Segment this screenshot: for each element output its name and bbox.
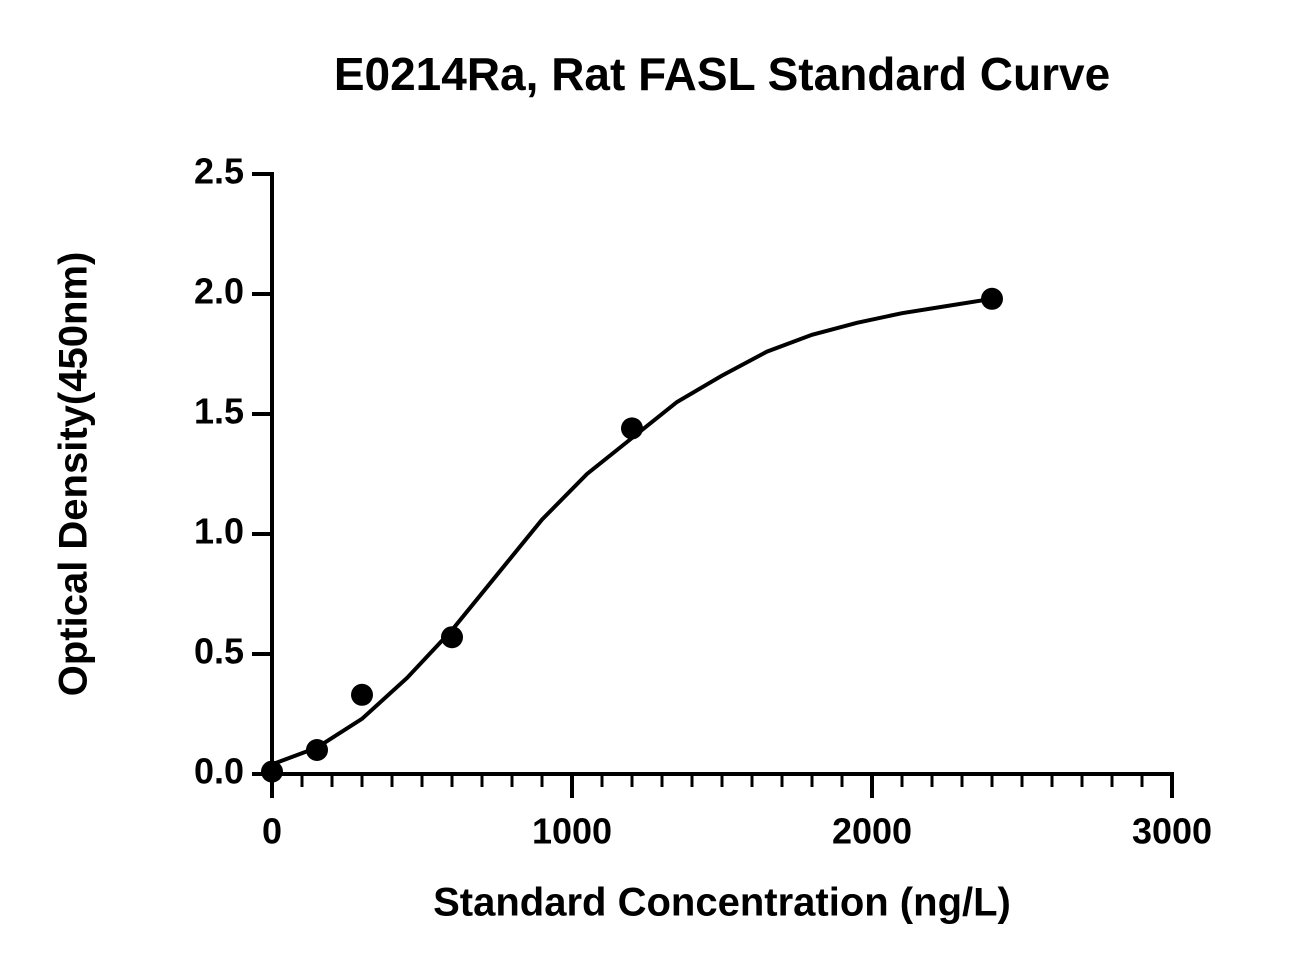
data-point xyxy=(306,739,328,761)
x-tick-label: 0 xyxy=(262,811,282,852)
x-tick-label: 1000 xyxy=(532,811,612,852)
x-tick-label: 3000 xyxy=(1132,811,1212,852)
data-point xyxy=(351,683,373,706)
data-point xyxy=(621,417,643,440)
data-point xyxy=(261,760,283,783)
chart-title: E0214Ra, Rat FASL Standard Curve xyxy=(334,48,1110,100)
y-tick-label: 0.5 xyxy=(194,631,244,672)
y-tick-label: 1.0 xyxy=(194,511,244,552)
x-tick-label: 2000 xyxy=(832,811,912,852)
y-tick-label: 1.5 xyxy=(194,391,244,432)
y-tick-label: 2.0 xyxy=(194,271,244,312)
y-tick-label: 2.5 xyxy=(194,151,244,192)
y-tick-label: 0.0 xyxy=(194,751,244,792)
fit-curve xyxy=(271,296,993,767)
y-axis-label: Optical Density(450nm) xyxy=(52,252,96,697)
data-point xyxy=(981,287,1003,310)
x-axis-label: Standard Concentration (ng/L) xyxy=(433,881,1011,925)
data-point xyxy=(441,626,463,649)
